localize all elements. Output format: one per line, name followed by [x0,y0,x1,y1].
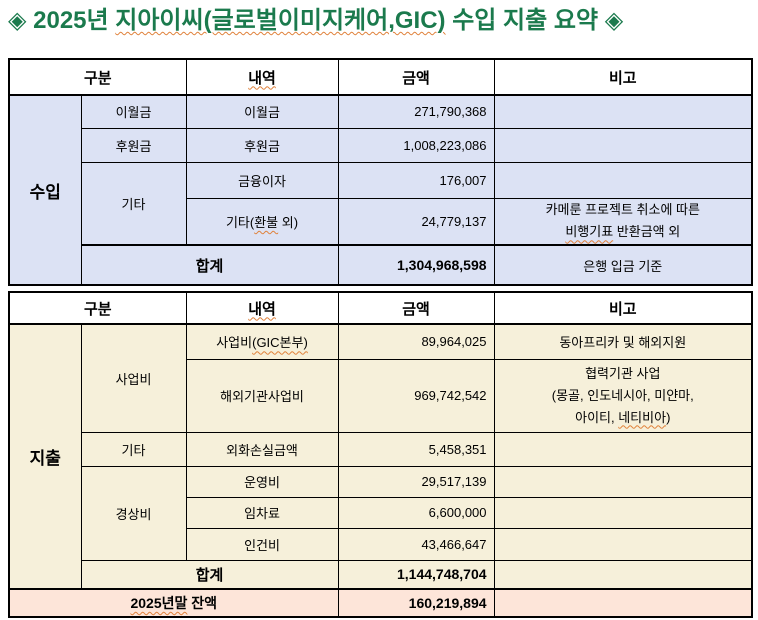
income-total-label: 합계 [80,244,339,286]
income-total-note: 은행 입금 기준 [493,244,753,286]
amount-cell: 24,779,137 [337,197,495,246]
note-line: 카메룬 프로젝트 취소에 따른 [545,202,700,218]
amount-cell: 29,517,139 [337,465,495,498]
note-spellcheck-text: 비행기표 [565,224,614,240]
expense-row: 인건비 43,466,647 [9,527,753,561]
note-cell [493,127,753,163]
item-cell: 기타(환불 외) [185,197,339,246]
amount-cell: 176,007 [337,161,495,199]
title-prefix: ◈ 2025년 [8,7,116,34]
note-cell: 동아프리카 및 해외지원 [493,323,753,360]
item-spellcheck-text: 환불 [254,214,279,230]
balance-text: 잔액 [187,595,218,611]
income-table: 구분 내역 금액 비고 수입 이월금 이월금 271,790,368 후원금 후… [8,58,754,286]
header-note: 비고 [493,58,753,96]
amount-cell: 5,458,351 [337,431,495,467]
expense-row: 기타 외화손실금액 5,458,351 [9,431,753,467]
item-cell: 외화손실금액 [185,431,339,467]
title-spellcheck-text: 지아이씨(글로벌이미지케어,GIC) [115,7,446,34]
item-cell: 후원금 [185,127,339,163]
item-cell: 인건비 [185,527,339,561]
income-row: 기타 금융이자 176,007 [9,161,753,246]
item-cell: 이월금 [185,94,339,129]
item-text: 사업비 [216,335,253,351]
balance-amount: 160,219,894 [337,588,495,618]
sub-cell: 이월금 [80,94,187,129]
income-total-row: 합계 1,304,968,598 은행 입금 기준 [9,244,753,286]
item-cell: 금융이자 [185,161,339,199]
balance-row: 2025년말 잔액 160,219,894 [8,588,753,618]
note-cell [493,496,753,529]
header-item-text: 내역 [248,69,276,87]
income-row: 후원금 후원금 1,008,223,086 [9,127,753,163]
header-amount: 금액 [337,58,495,96]
note-text: ) [666,409,671,425]
expense-header-row: 구분 내역 금액 비고 [8,291,753,325]
amount-cell: 6,600,000 [337,496,495,529]
header-item: 내역 [185,58,339,96]
expense-row: 경상비 운영비 29,517,139 [9,465,753,561]
note-spellcheck-text: 네티비아 [618,409,667,425]
page-title: ◈ 2025년 지아이씨(글로벌이미지케어,GIC) 수입 지출 요약 ◈ [8,2,758,40]
note-cell [493,431,753,467]
amount-cell: 969,742,542 [337,358,495,433]
balance-spellcheck-text: 2025년말 [130,595,188,611]
expense-row: 임차료 6,600,000 [9,496,753,529]
sub-cell: 사업비 [80,323,187,433]
note-text: 아이티, [575,409,619,425]
header-item-text: 내역 [248,300,276,318]
sub-cell: 후원금 [80,127,187,163]
header-note: 비고 [493,291,753,325]
expense-total-label: 합계 [80,559,339,590]
header-item: 내역 [185,291,339,325]
expense-row: 해외기관사업비 969,742,542 협력기관 사업 (몽골, 인도네시아, … [9,358,753,433]
item-cell: 해외기관사업비 [185,358,339,433]
header-amount: 금액 [337,291,495,325]
note-cell: 카메룬 프로젝트 취소에 따른 비행기표 반환금액 외 [493,197,753,246]
sub-cell: 기타 [80,161,187,246]
expense-group-cell: 지출 [8,323,82,590]
note-line: 비행기표 반환금액 외 [499,221,748,243]
header-category: 구분 [8,291,187,325]
title-suffix: 수입 지출 요약 ◈ [445,7,624,34]
income-group-cell: 수입 [8,94,82,286]
note-cell: 협력기관 사업 (몽골, 인도네시아, 미얀마, 아이티, 네티비아) [493,358,753,433]
amount-cell: 271,790,368 [337,94,495,129]
note-line: 아이티, 네티비아) [499,407,748,429]
note-line: 협력기관 사업 [585,365,661,381]
item-cell: 운영비 [185,465,339,498]
expense-total-note [493,559,753,590]
expense-total-row: 합계 1,144,748,704 [9,559,753,590]
note-cell [493,527,753,561]
expense-table: 구분 내역 금액 비고 지출 사업비 사업비(GIC본부) 89,964,025… [8,291,754,618]
item-text: 외) [278,214,299,230]
note-cell [493,465,753,498]
income-row: 수입 이월금 이월금 271,790,368 [8,94,753,286]
expense-row: 지출 사업비 사업비(GIC본부) 89,964,025 동아프리카 및 해외지… [8,323,753,590]
item-cell: 사업비(GIC본부) [185,323,339,360]
balance-note [493,588,753,618]
note-cell [493,161,753,199]
item-text: 기타( [225,214,255,230]
income-total-amount: 1,304,968,598 [337,244,495,286]
item-spellcheck-text: (GIC본부) [252,335,308,351]
amount-cell: 43,466,647 [337,527,495,561]
expense-total-amount: 1,144,748,704 [337,559,495,590]
sub-cell: 경상비 [80,465,187,561]
note-cell [493,94,753,129]
income-header-row: 구분 내역 금액 비고 [8,58,753,96]
balance-label: 2025년말 잔액 [8,588,339,618]
note-line: (몽골, 인도네시아, 미얀마, [551,387,694,403]
income-row: 기타(환불 외) 24,779,137 카메룬 프로젝트 취소에 따른 비행기표… [9,197,753,246]
item-cell: 임차료 [185,496,339,529]
note-text: 반환금액 외 [613,224,681,240]
amount-cell: 1,008,223,086 [337,127,495,163]
sub-cell: 기타 [80,431,187,467]
header-category: 구분 [8,58,187,96]
amount-cell: 89,964,025 [337,323,495,360]
